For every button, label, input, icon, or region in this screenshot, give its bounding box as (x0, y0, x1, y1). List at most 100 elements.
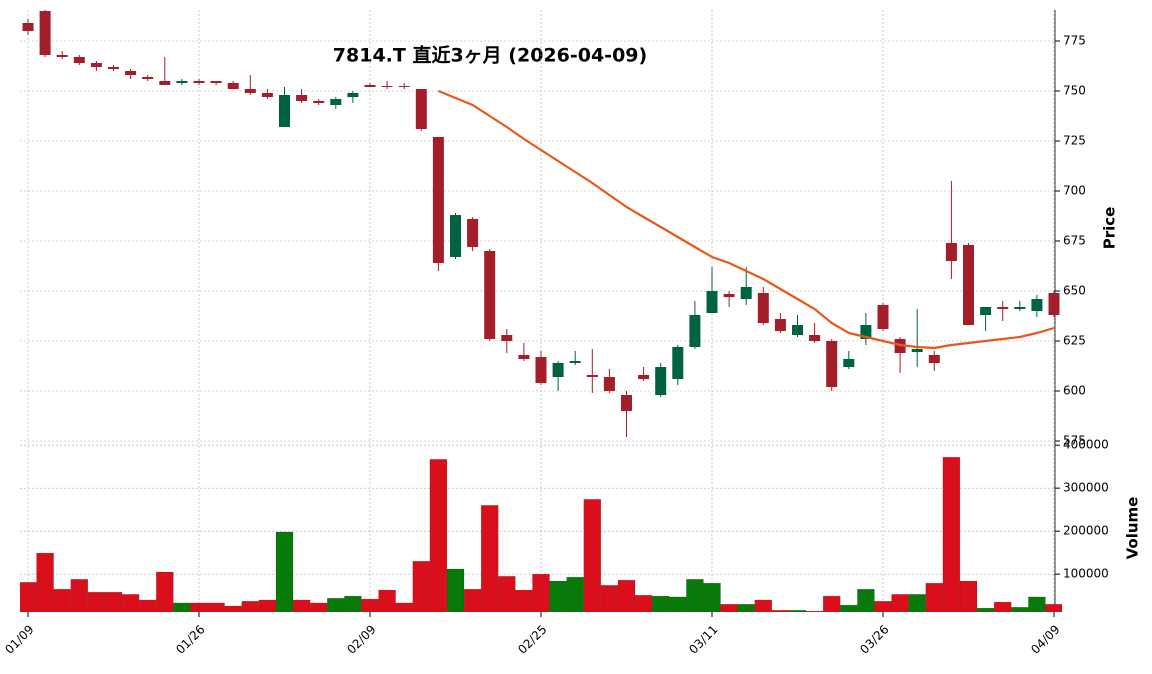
volume-bar (686, 579, 704, 612)
volume-bar (53, 588, 71, 612)
volume-panel (20, 456, 1062, 612)
x-tick-label: 01/26 (173, 622, 207, 656)
candle-body (997, 307, 1009, 309)
volume-bar (805, 610, 824, 612)
volume-bar (822, 595, 841, 612)
volume-bar (754, 599, 773, 612)
candle-body (945, 243, 957, 261)
candle-body (792, 325, 803, 335)
volume-bar (908, 594, 926, 612)
candle-body (227, 83, 239, 89)
candle-body (860, 325, 872, 339)
volume-bar (207, 602, 225, 612)
volume-bar (498, 576, 516, 612)
volume-bar (104, 591, 123, 612)
volume-bar (344, 595, 362, 612)
volume-bar (617, 579, 636, 612)
candle-body (484, 251, 496, 339)
candle-body (193, 81, 205, 83)
y-tick-label: 675 (1063, 234, 1086, 248)
volume-bar (395, 602, 413, 612)
volume-bar (942, 456, 961, 612)
candle-body (210, 81, 222, 83)
price-panel (22, 10, 1060, 437)
candle-body (552, 363, 564, 377)
candle-body (159, 81, 171, 85)
volume-bar (156, 571, 174, 612)
candle-body (142, 77, 154, 79)
x-tick-label: 02/25 (515, 622, 549, 656)
volume-bar (532, 573, 550, 612)
y-tick-label: 100000 (1063, 567, 1109, 581)
candle-body (279, 95, 290, 127)
y-tick-label: 200000 (1063, 524, 1109, 538)
candle-body (381, 86, 393, 87)
volume-bar (925, 582, 944, 612)
candle-body (638, 375, 650, 379)
candle-body (843, 359, 855, 367)
volume-bar (224, 605, 242, 612)
candle-body (518, 355, 530, 359)
volume-bar (976, 607, 995, 612)
volume-bar (121, 594, 140, 612)
volume-bar (874, 600, 892, 612)
candle-body (706, 291, 718, 313)
candle-body (928, 355, 940, 363)
candle-body (450, 215, 461, 257)
volume-bar (480, 505, 499, 612)
volume-bar (549, 580, 567, 612)
candle-body (603, 377, 615, 391)
candle-body (980, 307, 992, 315)
volume-bar (600, 585, 619, 612)
candle-body (330, 99, 342, 105)
candle-body (689, 315, 701, 347)
y-axis-label: Volume (1124, 497, 1142, 560)
volume-bar (20, 582, 37, 612)
volume-bar (840, 604, 858, 612)
y-tick-label: 400000 (1063, 438, 1109, 452)
candle-body (809, 335, 821, 341)
volume-bar (258, 599, 277, 612)
candle-body (108, 67, 119, 69)
candle-body (261, 93, 273, 97)
volume-bar (771, 610, 790, 612)
candle-body (774, 319, 786, 331)
y-tick-label: 725 (1063, 134, 1086, 148)
volume-bar (651, 595, 670, 612)
volume-bar (361, 598, 379, 612)
volume-bar (446, 568, 465, 612)
candle-body (22, 23, 34, 31)
y-tick-label: 600 (1063, 384, 1086, 398)
candle-body (296, 95, 308, 101)
volume-bar (138, 599, 157, 612)
volume-bar (703, 582, 721, 612)
volume-bar (891, 594, 909, 612)
candle-body (535, 357, 547, 383)
candle-body (1031, 299, 1043, 311)
x-tick-label: 04/09 (1028, 622, 1062, 656)
candle-body (621, 395, 632, 411)
volume-bar (70, 579, 89, 612)
y-tick-label: 300000 (1063, 481, 1109, 495)
volume-bar (241, 600, 260, 612)
volume-bar (583, 499, 602, 612)
volume-bar (1045, 604, 1062, 612)
candle-body (586, 375, 598, 377)
candle-body (963, 245, 974, 325)
moving-average-line (437, 89, 1055, 350)
candle-body (56, 55, 68, 57)
volume-bar (993, 601, 1012, 612)
volume-bar (720, 604, 738, 612)
volume-bar (857, 588, 875, 612)
candle-body (90, 63, 102, 67)
volume-bar (87, 591, 106, 612)
volume-bar (959, 580, 978, 612)
volume-bar (463, 588, 482, 612)
volume-bar (1028, 596, 1046, 612)
volume-bar (412, 561, 431, 612)
volume-bar (327, 597, 345, 612)
candle-body (467, 219, 479, 247)
candle-body (1014, 307, 1026, 309)
volume-bar (173, 602, 191, 612)
candle-body (415, 89, 427, 129)
